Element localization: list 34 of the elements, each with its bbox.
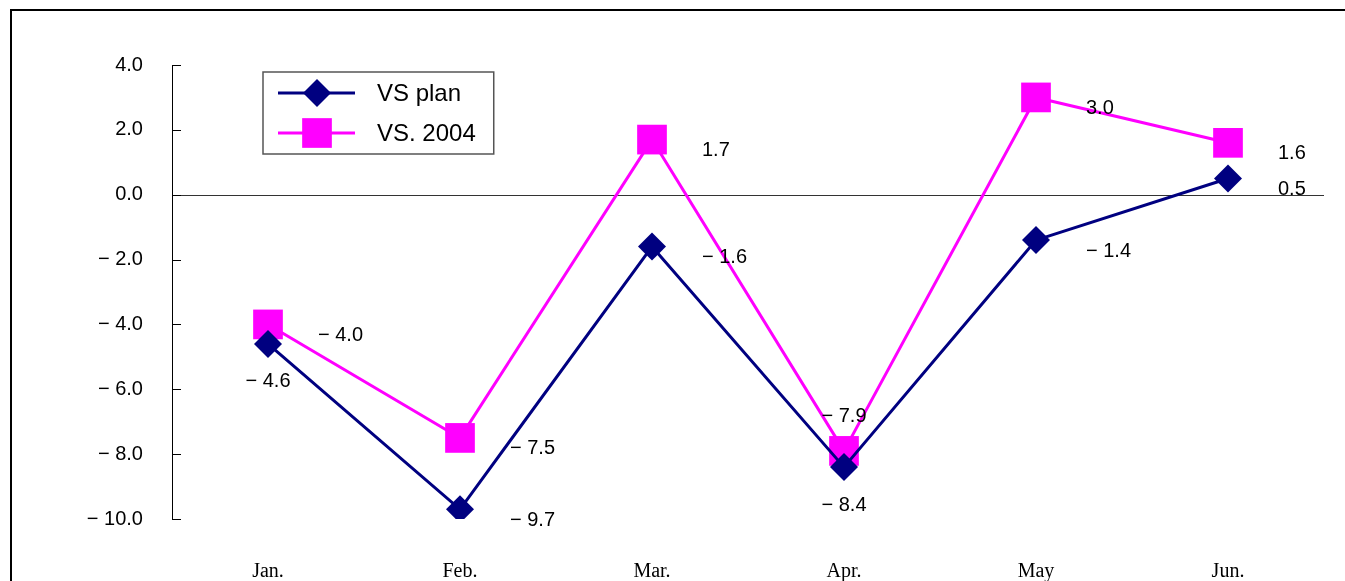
y-tick-label: − 2.0 [97,247,143,270]
point [1214,164,1242,193]
data-label: 1.7 [702,138,730,161]
point [1022,226,1050,255]
y-tick-label: − 10.0 [86,506,143,529]
legend-label: VS plan [377,78,462,106]
x-tick-label: Mar. [633,559,671,581]
y-tick-label: 2.0 [115,117,143,140]
point [637,124,667,155]
point [1213,127,1243,158]
data-label: − 7.5 [510,436,556,459]
legend-label: VS. 2004 [377,118,476,146]
x-tick-label: Jun. [1211,559,1245,581]
y-tick-label: − 4.0 [97,311,143,334]
data-label: − 4.0 [318,322,364,345]
x-tick-label: Feb. [442,559,478,581]
data-label: − 9.7 [510,507,556,530]
x-tick-label: Apr. [826,559,862,581]
y-tick-label: 4.0 [115,52,143,75]
point [445,423,475,453]
y-tick-label: − 8.0 [97,441,143,464]
point [830,453,858,482]
data-label: 0.5 [1278,177,1306,200]
x-tick-label: May [1017,559,1055,581]
point [638,232,666,261]
y-tick-label: 0.0 [115,182,143,205]
data-label: − 8.4 [821,492,867,515]
data-label: − 1.4 [1086,238,1132,261]
data-label: − 4.6 [245,369,291,392]
point [254,329,282,358]
data-label: 1.6 [1278,141,1306,164]
y-tick-label: − 6.0 [97,376,143,399]
point [1021,82,1051,113]
x-tick-label: Jan. [252,559,284,581]
